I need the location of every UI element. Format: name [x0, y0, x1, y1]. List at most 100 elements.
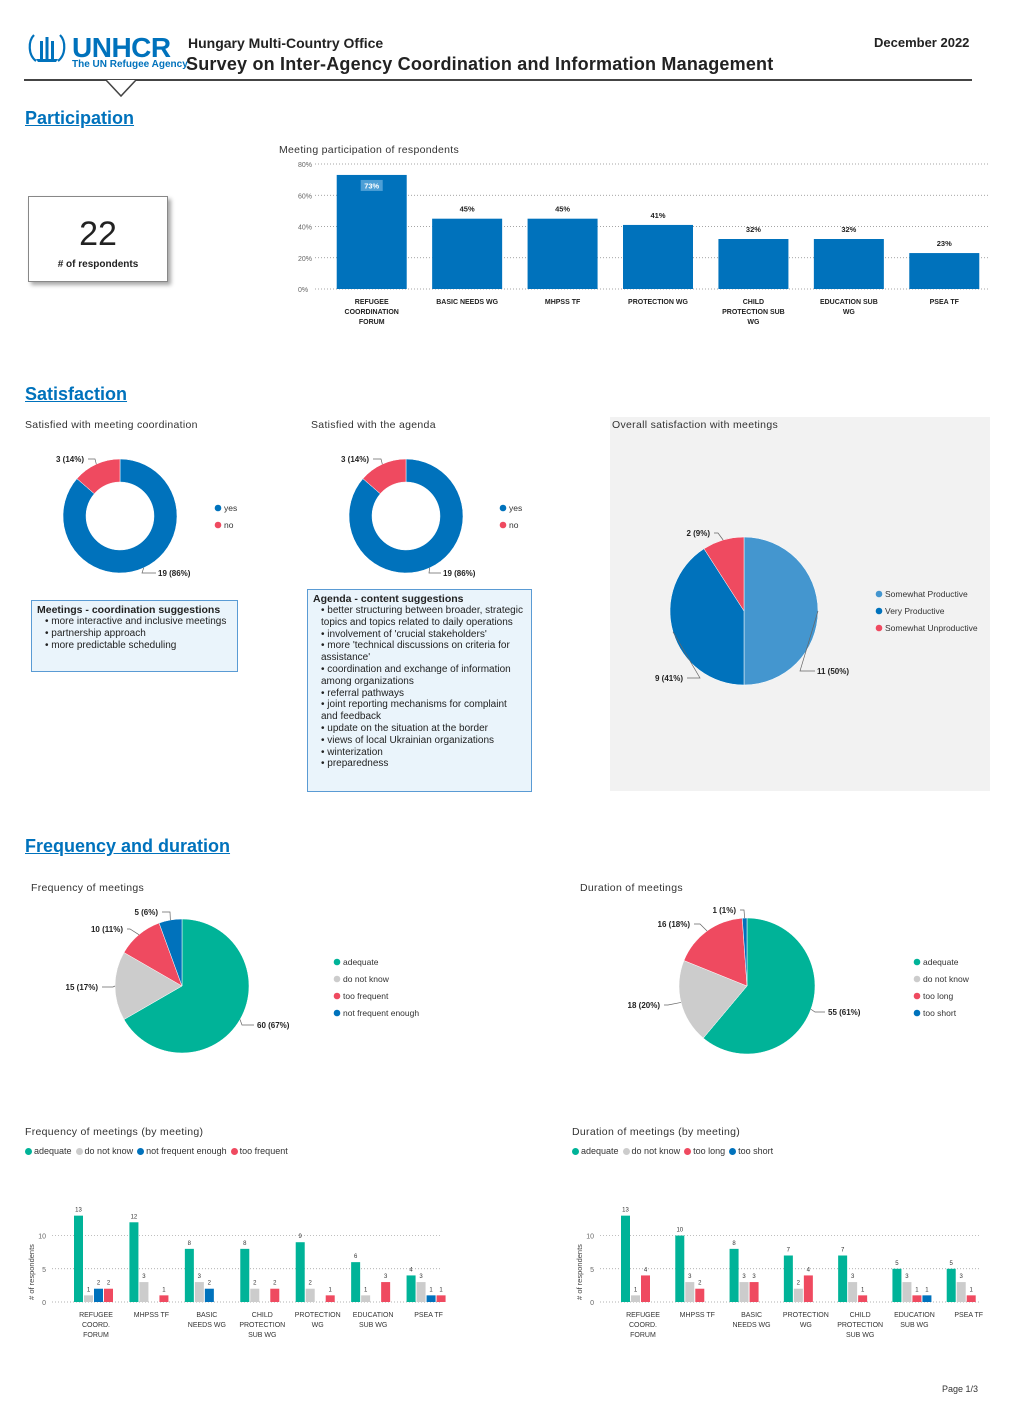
leader-line: [162, 911, 171, 921]
legend-label-do-not-know: do not know: [343, 974, 390, 984]
sat-agenda-title: Satisfied with the agenda: [311, 419, 436, 431]
data-label: 32%: [746, 225, 761, 234]
data-label: 6: [354, 1254, 358, 1260]
data-label: 3: [384, 1274, 388, 1280]
bar-adequate: [675, 1235, 685, 1302]
slice-too-short: [741, 917, 748, 987]
sat-coordination-donut: 19 (86%) 3 (14%) yes no: [56, 455, 237, 578]
legend-item-too-frequent: too frequent: [230, 1146, 288, 1156]
leader-line: [373, 458, 383, 465]
x-tick-label: REFUGEE: [355, 299, 389, 306]
data-label: 2: [309, 1281, 313, 1287]
data-label: 10 (11%): [91, 925, 123, 934]
bar-adequate: [240, 1248, 250, 1302]
data-label: 5 (6%): [134, 908, 158, 917]
data-label: 3: [960, 1274, 964, 1280]
y-axis-label: # of respondents: [27, 1244, 36, 1300]
bar-do-not-know: [139, 1282, 149, 1302]
section-participation[interactable]: Participation: [25, 108, 135, 128]
legend-label-yes: yes: [509, 503, 522, 513]
leader-line: [694, 923, 708, 932]
bar-adequate: [621, 1215, 630, 1302]
data-label: 3 (14%): [341, 455, 369, 464]
slice-do-not-know: [678, 960, 748, 1039]
x-tick-label: PSEA TF: [930, 299, 960, 306]
data-label: 60 (67%): [257, 1021, 290, 1030]
bar-adequate: [838, 1255, 848, 1302]
legend-marker: [729, 1148, 737, 1156]
bar-too-frequent: [325, 1295, 335, 1302]
data-label: 3 (14%): [56, 455, 84, 464]
data-label: 23%: [937, 239, 952, 248]
legend-marker: [622, 1148, 630, 1156]
x-tick-label: EDUCATION: [353, 1312, 394, 1319]
bar-adequate: [783, 1255, 793, 1302]
bar-too-frequent: [270, 1288, 280, 1302]
bar-adequate: [892, 1268, 902, 1302]
x-tick-label: PROTECTION WG: [628, 299, 688, 306]
unhcr-emblem-icon: [28, 34, 66, 62]
y-tick-label: 0%: [298, 287, 308, 294]
data-label: 2: [107, 1281, 111, 1287]
data-label: 1: [861, 1287, 865, 1293]
duration-pie: 55 (61%) 18 (20%) 16 (18%) 1 (1%) adequate do…: [628, 906, 970, 1055]
data-label: 4: [409, 1267, 413, 1273]
sat-coordination-title: Satisfied with meeting coordination: [25, 419, 198, 431]
data-label: 8: [188, 1241, 192, 1247]
bar-do-not-know: [305, 1288, 315, 1302]
legend-label-no: no: [224, 520, 234, 530]
legend-marker: [137, 1148, 145, 1156]
legend-label: adequate: [34, 1146, 72, 1156]
legend-marker: [875, 590, 883, 598]
agenda-suggestion-item: better structuring between broader, stra…: [321, 605, 526, 629]
sat-agenda-donut: 19 (86%) 3 (14%) yes no: [341, 455, 522, 578]
meetings-suggestions-title: Meetings - coordination suggestions: [37, 604, 221, 616]
x-tick-label: WG: [747, 319, 760, 326]
y-tick-label: 10: [38, 1234, 46, 1241]
legend-label: do not know: [84, 1146, 134, 1156]
section-satisfaction[interactable]: Satisfaction: [25, 384, 128, 404]
x-tick-label: FORUM: [359, 319, 385, 326]
data-label: 3: [142, 1274, 146, 1280]
agenda-suggestion-item: referral pathways: [321, 688, 526, 700]
agenda-suggestions-title: Agenda - content suggestions: [313, 593, 464, 605]
bar-not-frequent-enough: [94, 1288, 103, 1302]
x-tick-label: PROTECTION: [295, 1312, 341, 1319]
data-label: 5: [950, 1261, 954, 1267]
bar-not-frequent-enough: [426, 1295, 436, 1302]
bar-too-frequent: [436, 1295, 446, 1302]
x-tick-label: PSEA TF: [954, 1312, 983, 1319]
x-tick-label: WG: [800, 1322, 812, 1329]
data-label: 2: [273, 1281, 277, 1287]
leader-line: [141, 567, 156, 574]
legend-label-adequate: adequate: [923, 957, 959, 967]
data-label: 4: [644, 1267, 648, 1273]
legend-marker: [333, 958, 341, 966]
legend-marker: [875, 607, 883, 615]
x-tick-label: COORD.: [629, 1322, 657, 1329]
y-tick-label: 80%: [298, 162, 312, 169]
leader-line: [127, 928, 140, 935]
x-tick-label: BASIC NEEDS WG: [436, 299, 498, 306]
data-label: 16 (18%): [658, 920, 691, 929]
section-frequency-duration[interactable]: Frequency and duration: [25, 836, 231, 856]
slice-yes: [348, 458, 464, 574]
data-label: 2: [797, 1281, 801, 1287]
bar-basic-needs-wg: [432, 218, 503, 289]
bar-too-long: [966, 1295, 976, 1302]
data-label: 1: [634, 1287, 638, 1293]
meetings-suggestion-item: partnership approach: [45, 628, 232, 640]
legend-marker: [214, 521, 222, 529]
data-label: 7: [841, 1248, 845, 1254]
data-label: 12: [131, 1214, 138, 1220]
x-tick-label: MHPSS TF: [680, 1312, 715, 1319]
slice-adequate: [123, 918, 250, 1054]
data-label: 1: [87, 1287, 91, 1293]
x-tick-label: COORDINATION: [345, 309, 399, 316]
leader-line: [239, 1019, 254, 1026]
y-tick-label: 5: [590, 1267, 594, 1274]
data-label: 5: [895, 1261, 899, 1267]
bar-child-protection-sub-wg: [718, 239, 789, 289]
bar-do-not-know: [631, 1295, 640, 1302]
bar-too-long: [858, 1295, 868, 1302]
